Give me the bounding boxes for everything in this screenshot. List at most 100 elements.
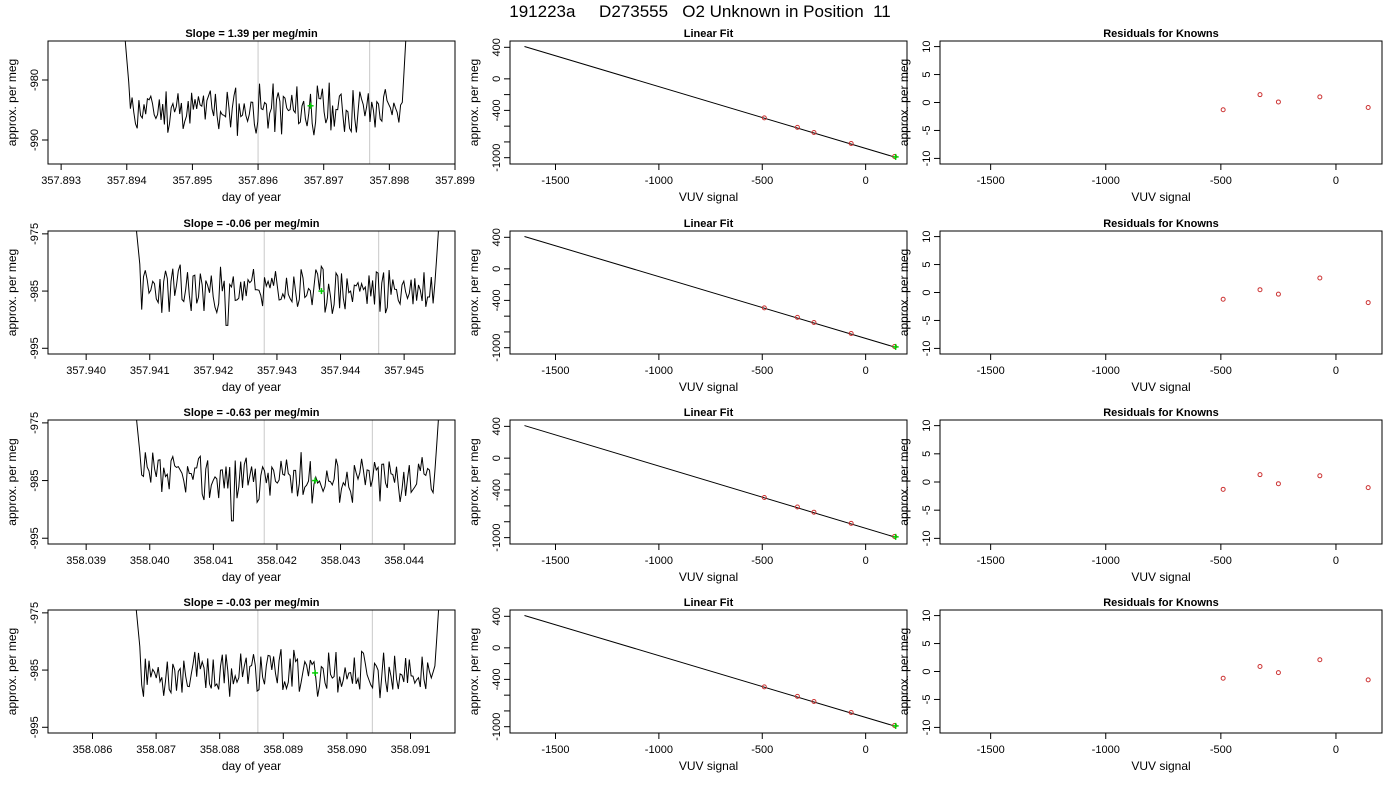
panel-0-2-known-point — [1275, 99, 1281, 105]
panel-3-1-xlabel: VUV signal — [679, 759, 738, 773]
panel-0-0-xtick-label: 357.894 — [107, 175, 147, 187]
panel-3-0-ytick-label: -975 — [29, 602, 41, 624]
panel-2-0-ytick-label: -995 — [29, 527, 41, 549]
page-title: 191223a D273555 O2 Unknown in Position 1… — [509, 2, 891, 21]
panel-1-0-ytick-label: -995 — [29, 337, 41, 359]
panel-3-2-xtick-label: 0 — [1333, 744, 1339, 756]
panel-2-1-known-point — [761, 495, 767, 500]
panel-3-1-known-point — [848, 710, 854, 715]
panel-0-2-xtick-label: -500 — [1210, 175, 1232, 187]
panel-0-0-trace — [124, 41, 407, 136]
panel-2-1-ytick-label: -1000 — [491, 524, 503, 552]
panel-2-2-ytick-label: 5 — [921, 451, 933, 457]
panel-1-1-frame — [509, 230, 908, 355]
panel-0-1-xtick-label: 0 — [863, 175, 869, 187]
panel-3-2-xtick-label: -1500 — [977, 744, 1005, 756]
panel-0-1-xtick-label: -500 — [751, 175, 773, 187]
panel-2-1-xtick-label: -500 — [751, 555, 773, 567]
panel-3-2-xtick-label: -500 — [1210, 744, 1232, 756]
panel-1-2-frame — [939, 230, 1383, 355]
panel-2-1-frame — [509, 419, 908, 545]
panel-3-1-frame — [509, 609, 908, 734]
panel-0-0-xtick-label: 357.893 — [41, 175, 81, 187]
panel-3-1-ylabel: approx. per meg — [467, 628, 481, 715]
panel-0-0-xtick-label: 357.898 — [369, 175, 409, 187]
panel-0-0-xtick-label: 357.897 — [304, 175, 344, 187]
panel-2-0-xtick-label: 358.039 — [66, 555, 106, 567]
panel-1-0-xtick-label: 357.940 — [66, 365, 106, 377]
panel-2-1-known-point — [848, 520, 854, 526]
panel-2-0-trace — [136, 420, 439, 522]
panel-1-2-xlabel: VUV signal — [1131, 380, 1190, 394]
panel-0-2-ylabel: approx. per meg — [897, 59, 911, 146]
panel-1-2-ytick-label: 0 — [921, 289, 933, 295]
panel-1-1-title: Linear Fit — [684, 218, 734, 230]
panel-0-2-known-point — [1365, 105, 1371, 111]
panel-1-1-known-point — [848, 331, 854, 336]
panel-0-0-ylabel: approx. per meg — [5, 59, 19, 146]
panel-2-2-ytick-label: -5 — [921, 505, 933, 515]
panel-3-1-ytick-label: -400 — [491, 668, 503, 690]
panel-0-1-xtick-label: -1000 — [645, 175, 673, 187]
panel-1-2-known-point — [1257, 287, 1263, 293]
panel-2-0-xtick-label: 358.044 — [384, 555, 424, 567]
panel-0-0-xtick-label: 357.895 — [173, 175, 213, 187]
panel-0-2-title: Residuals for Knowns — [1103, 28, 1219, 40]
panel-1-0-trace — [135, 231, 439, 326]
panel-1-0-xtick-label: 357.945 — [384, 365, 424, 377]
panel-0-1-fit-line — [524, 46, 897, 159]
panel-3-2-known-point — [1220, 675, 1226, 681]
panel-3-0-xtick-label: 358.088 — [200, 744, 240, 756]
panel-1-0-frame — [47, 230, 456, 355]
panel-2-2-known-point — [1275, 481, 1281, 487]
panel-2-0-ytick-label: -975 — [29, 412, 41, 434]
panel-3-0-ytick-label: -995 — [29, 716, 41, 738]
panel-2-2-frame — [939, 419, 1383, 545]
panel-3-1-ytick-label: 400 — [491, 607, 503, 625]
panel-3-1-ytick-label: -1000 — [491, 713, 503, 741]
panel-2-0-ylabel: approx. per meg — [5, 438, 19, 525]
panel-2-0-xtick-label: 358.041 — [193, 555, 233, 567]
panel-3-0-frame — [47, 609, 456, 734]
panel-1-1-xtick-label: -1500 — [541, 365, 569, 377]
panel-1-2-ytick-label: 10 — [921, 230, 933, 242]
panel-1-2-known-point — [1317, 275, 1323, 281]
panel-3-0-trace — [135, 610, 440, 699]
panel-0-0-xtick-label: 357.896 — [238, 175, 278, 187]
panel-3-0-xtick-label: 358.089 — [263, 744, 303, 756]
panel-1-1-known-point — [761, 305, 767, 311]
panel-0-1-ytick-label: -400 — [491, 99, 503, 121]
panel-2-0-xtick-label: 358.043 — [321, 555, 361, 567]
panel-1-2-known-point — [1275, 291, 1281, 297]
panel-2-1-xlabel: VUV signal — [679, 570, 738, 584]
panel-0-0-ytick-label: -990 — [29, 129, 41, 151]
panel-3-2-xtick-label: -1000 — [1092, 744, 1120, 756]
panel-0-2-known-point — [1220, 107, 1226, 113]
panel-3-1-xtick-label: -1000 — [645, 744, 673, 756]
panel-3-1-known-point — [794, 693, 800, 699]
panel-3-2-ytick-label: 0 — [921, 668, 933, 674]
panel-1-1-xtick-label: -1000 — [645, 365, 673, 377]
panel-2-2-known-point — [1365, 485, 1371, 491]
panel-1-1-ylabel: approx. per meg — [467, 249, 481, 336]
panel-2-0-ytick-label: -985 — [29, 470, 41, 492]
panel-2-1-xtick-label: -1500 — [541, 555, 569, 567]
panel-3-0-xtick-label: 358.091 — [391, 744, 431, 756]
panel-1-2-ytick-label: -10 — [921, 340, 933, 356]
panel-3-0-ytick-label: -985 — [29, 659, 41, 681]
panel-1-2-title: Residuals for Knowns — [1103, 218, 1219, 230]
panel-1-0-xtick-label: 357.941 — [130, 365, 170, 377]
panel-0-1-known-point — [811, 129, 817, 135]
panel-3-2-ytick-label: -10 — [921, 719, 933, 735]
panel-0-2-known-point — [1257, 92, 1263, 98]
panel-1-2-known-point — [1220, 296, 1226, 302]
panel-1-0-xtick-label: 357.943 — [257, 365, 297, 377]
panel-2-2-xlabel: VUV signal — [1131, 570, 1190, 584]
panel-2-2-ylabel: approx. per meg — [897, 438, 911, 525]
panel-3-1-title: Linear Fit — [684, 597, 734, 609]
panel-0-2-ytick-label: 10 — [921, 40, 933, 52]
panel-1-2-known-point — [1365, 300, 1371, 306]
panel-2-1-ylabel: approx. per meg — [467, 438, 481, 525]
panel-1-2-xtick-label: -1500 — [977, 365, 1005, 377]
